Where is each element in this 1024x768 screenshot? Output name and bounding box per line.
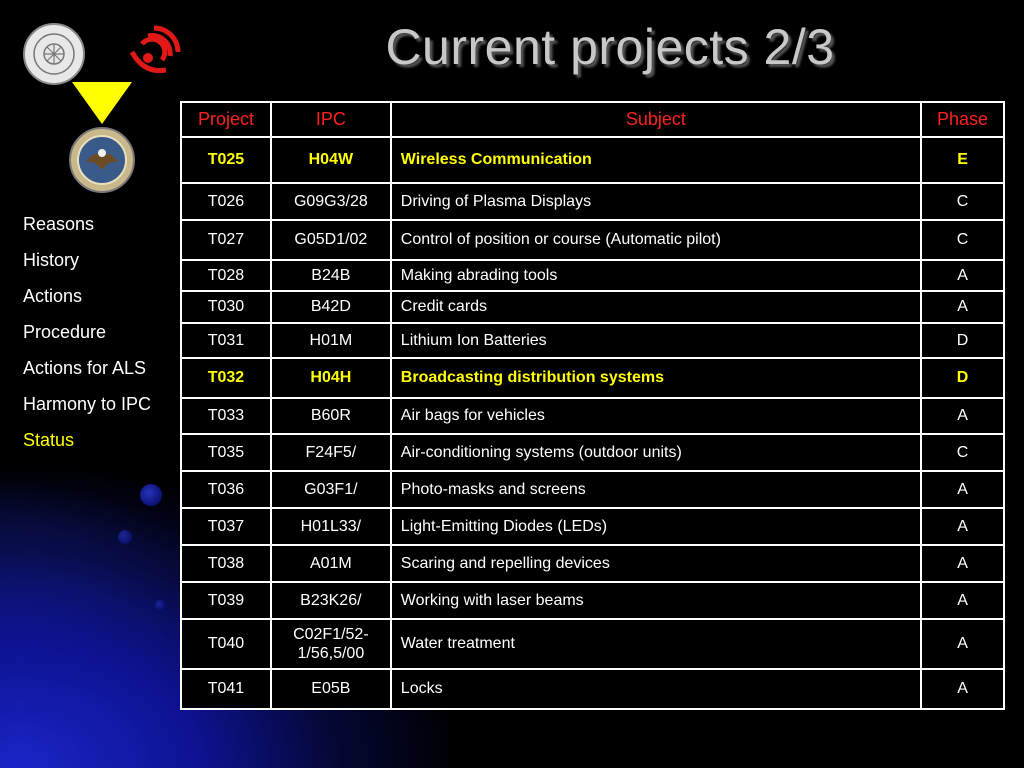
table-row: T026 G09G3/28 Driving of Plasma Displays C: [180, 182, 1005, 221]
nav-item-procedure[interactable]: Procedure: [23, 322, 107, 342]
cell-ipc: H01M: [269, 322, 392, 359]
cell-project: T035: [180, 433, 272, 472]
sidebar-nav: Reasons History Actions Procedure Action…: [23, 212, 151, 464]
cell-project: T038: [180, 544, 272, 583]
cell-ipc: C02F1/52-1/56,5/00: [269, 618, 392, 670]
cell-project: T041: [180, 668, 272, 710]
cell-subject: Control of position or course (Automatic…: [389, 219, 923, 261]
table-header-row: Project IPC Subject Phase: [180, 101, 1005, 138]
cell-ipc: B23K26/: [269, 581, 392, 620]
cell-ipc: H04H: [269, 357, 392, 399]
cell-ipc: F24F5/: [269, 433, 392, 472]
cell-ipc: G09G3/28: [269, 182, 392, 221]
cell-subject: Photo-masks and screens: [389, 470, 923, 509]
cell-subject: Scaring and repelling devices: [389, 544, 923, 583]
nav-item-status[interactable]: Status: [23, 430, 75, 450]
cell-subject: Making abrading tools: [389, 259, 923, 292]
column-header-ipc: IPC: [269, 101, 392, 138]
nav-item-harmony-to-ipc[interactable]: Harmony to IPC: [23, 394, 152, 414]
cell-subject: Air-conditioning systems (outdoor units): [389, 433, 923, 472]
table-row: T040 C02F1/52-1/56,5/00 Water treatment A: [180, 618, 1005, 670]
cell-ipc: B42D: [269, 290, 392, 324]
cell-phase: A: [920, 618, 1005, 670]
table-row: T032 H04H Broadcasting distribution system…: [180, 357, 1005, 399]
cell-ipc: H01L33/: [269, 507, 392, 546]
cell-subject: Working with laser beams: [389, 581, 923, 620]
decorative-orb: [118, 530, 132, 544]
table-row: T027 G05D1/02 Control of position or cours…: [180, 219, 1005, 261]
table-row: T031 H01M Lithium Ion Batteries D: [180, 322, 1005, 359]
table-row: T028 B24B Making abrading tools A: [180, 259, 1005, 292]
cell-project: T031: [180, 322, 272, 359]
cell-phase: C: [920, 433, 1005, 472]
cell-project: T040: [180, 618, 272, 670]
table-row: T033 B60R Air bags for vehicles A: [180, 397, 1005, 435]
cell-project: T039: [180, 581, 272, 620]
table-row: T035 F24F5/Air-conditioning systems (outd…: [180, 433, 1005, 472]
cell-phase: A: [920, 668, 1005, 710]
nav-item-actions-for-als[interactable]: Actions for ALS: [23, 358, 147, 378]
cell-subject: Locks: [389, 668, 923, 710]
cell-phase: D: [920, 357, 1005, 399]
cell-phase: D: [920, 322, 1005, 359]
nav-item-history[interactable]: History: [23, 250, 80, 270]
cell-project: T033: [180, 397, 272, 435]
cell-subject: Air bags for vehicles: [389, 397, 923, 435]
cell-subject: Water treatment: [389, 618, 923, 670]
decorative-orb: [140, 484, 162, 506]
table-row: T025 H04W Wireless Communication E: [180, 136, 1005, 184]
cell-ipc: B60R: [269, 397, 392, 435]
cell-subject: Driving of Plasma Displays: [389, 182, 923, 221]
cell-phase: E: [920, 136, 1005, 184]
page-title: Current projects 2/3: [385, 19, 835, 75]
cell-phase: C: [920, 182, 1005, 221]
cell-phase: A: [920, 544, 1005, 583]
decorative-orb: [155, 600, 165, 610]
cell-project: T030: [180, 290, 272, 324]
table-row: T037 H01L33/Light-Emitting Diodes (LEDs) A: [180, 507, 1005, 546]
cell-subject: Wireless Communication: [389, 136, 923, 184]
cell-project: T028: [180, 259, 272, 292]
cell-subject: Lithium Ion Batteries: [389, 322, 923, 359]
cell-ipc: G03F1/: [269, 470, 392, 509]
cell-subject: Credit cards: [389, 290, 923, 324]
table-row: T036 G03F1/Photo-masks and screens A: [180, 470, 1005, 509]
cell-ipc: B24B: [269, 259, 392, 292]
cell-ipc: A01M: [269, 544, 392, 583]
cell-subject: Broadcasting distribution systems: [389, 357, 923, 399]
uspto-seal-icon: [69, 127, 135, 193]
cell-phase: A: [920, 581, 1005, 620]
cell-project: T032: [180, 357, 272, 399]
table-row: T039 B23K26/Working with laser beams A: [180, 581, 1005, 620]
epo-logo-icon: [129, 25, 181, 74]
table-row: T038 A01M Scaring and repelling devices A: [180, 544, 1005, 583]
cell-phase: A: [920, 290, 1005, 324]
cell-project: T026: [180, 182, 272, 221]
cell-phase: C: [920, 219, 1005, 261]
table-row: T030 B42D Credit cards A: [180, 290, 1005, 324]
cell-ipc: G05D1/02: [269, 219, 392, 261]
table-row: T041 E05B Locks A: [180, 668, 1005, 710]
column-header-phase: Phase: [920, 101, 1005, 138]
cell-project: T025: [180, 136, 272, 184]
cell-phase: A: [920, 259, 1005, 292]
nav-item-reasons[interactable]: Reasons: [23, 214, 95, 234]
cell-project: T037: [180, 507, 272, 546]
jpo-seal-icon: [23, 23, 85, 85]
projects-table: Project IPC Subject Phase T025 H04W Wirele…: [180, 101, 1005, 710]
triangle-down-icon: [72, 82, 132, 124]
cell-subject: Light-Emitting Diodes (LEDs): [389, 507, 923, 546]
cell-phase: A: [920, 470, 1005, 509]
cell-ipc: E05B: [269, 668, 392, 710]
cell-ipc: H04W: [269, 136, 392, 184]
nav-item-actions[interactable]: Actions: [23, 286, 83, 306]
column-header-project: Project: [180, 101, 272, 138]
table-body: T025 H04W Wireless Communication E T026 G09G3…: [180, 136, 1005, 710]
cell-project: T027: [180, 219, 272, 261]
column-header-subject: Subject: [389, 101, 923, 138]
cell-project: T036: [180, 470, 272, 509]
cell-phase: A: [920, 507, 1005, 546]
cell-phase: A: [920, 397, 1005, 435]
